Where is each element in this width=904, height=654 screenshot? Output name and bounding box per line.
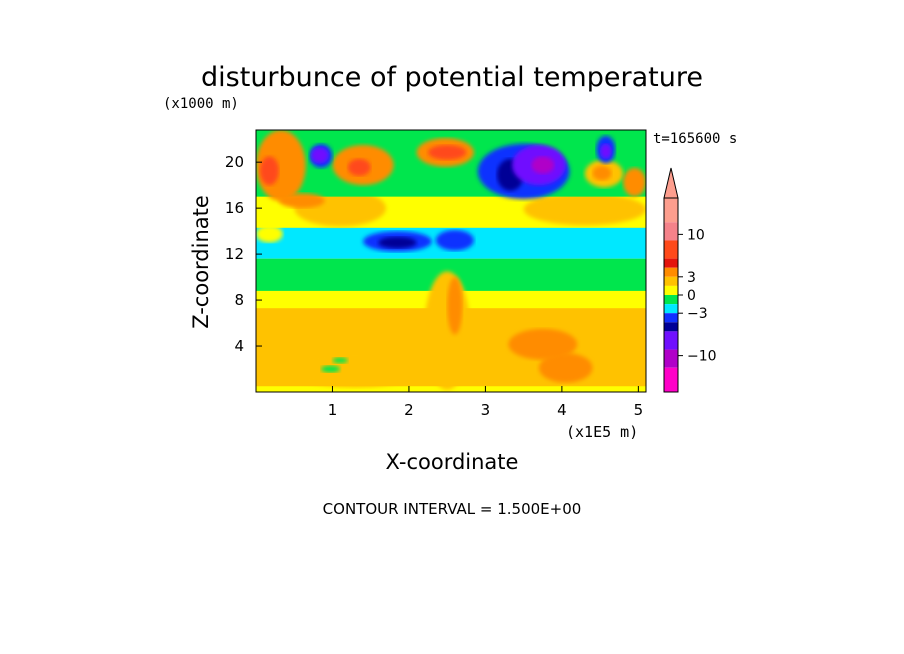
time-label: t=165600 s bbox=[653, 131, 737, 147]
colorbar-label: 0 bbox=[687, 288, 696, 304]
contour-region bbox=[538, 352, 593, 383]
contour-region bbox=[424, 271, 471, 390]
colorbar: 10 3 0 −3 −10 bbox=[663, 167, 717, 393]
colorbar-label: 3 bbox=[687, 270, 696, 286]
contour-region bbox=[447, 277, 463, 335]
colorbar-label: 10 bbox=[687, 227, 705, 243]
contour-interval-label: CONTOUR INTERVAL = 1.500E+00 bbox=[323, 500, 582, 518]
chart-title: disturbunce of potential temperature bbox=[201, 62, 703, 93]
y-tick-label: 20 bbox=[225, 153, 244, 171]
x-multiplier-label: (x1E5 m) bbox=[566, 423, 638, 441]
contour-region bbox=[311, 147, 329, 164]
colorbar-swatch bbox=[664, 198, 678, 223]
x-tick-label: 1 bbox=[328, 401, 338, 419]
colorbar-swatch bbox=[664, 285, 678, 295]
y-tick-label: 8 bbox=[234, 291, 244, 309]
colorbar-arrow bbox=[663, 167, 679, 199]
x-tick-label: 5 bbox=[634, 401, 644, 419]
colorbar-swatch bbox=[664, 349, 678, 368]
colorbar-label: −3 bbox=[687, 306, 708, 322]
contour-region bbox=[523, 193, 646, 226]
contour-region bbox=[508, 328, 578, 360]
x-tick-label: 2 bbox=[404, 401, 414, 419]
plot-frame bbox=[255, 129, 647, 393]
colorbar-swatch bbox=[664, 304, 678, 314]
contour-region bbox=[347, 158, 371, 176]
colorbar-swatch bbox=[664, 331, 678, 350]
colorbar-swatch bbox=[664, 222, 678, 241]
contour-region bbox=[321, 365, 341, 373]
x-tick-label: 4 bbox=[557, 401, 567, 419]
contour-region bbox=[259, 156, 279, 186]
contour-region bbox=[435, 229, 474, 251]
colorbar-swatch bbox=[664, 258, 678, 268]
contour-region bbox=[332, 357, 348, 364]
contour-region bbox=[623, 167, 646, 197]
y-tick-label: 16 bbox=[225, 199, 244, 217]
colorbar-swatch bbox=[664, 276, 678, 286]
x-axis-label: X-coordinate bbox=[386, 450, 519, 474]
colorbar-swatch bbox=[664, 367, 678, 392]
y-tick-label: 4 bbox=[234, 337, 244, 355]
contour-region bbox=[286, 350, 425, 388]
contour-region bbox=[428, 144, 467, 160]
contour-region bbox=[600, 143, 612, 159]
contour-region bbox=[531, 156, 555, 174]
contour-region bbox=[378, 236, 417, 249]
contour-field bbox=[256, 130, 646, 392]
y-tick-label: 12 bbox=[225, 245, 244, 263]
colorbar-swatch bbox=[664, 313, 678, 323]
colorbar-swatch bbox=[664, 240, 678, 259]
colorbar-swatch bbox=[664, 267, 678, 277]
x-tick-label: 3 bbox=[481, 401, 491, 419]
y-axis-ticks: 4 8 12 16 20 bbox=[225, 153, 262, 355]
contour-region bbox=[278, 193, 325, 209]
contour-region bbox=[256, 225, 283, 243]
contour-region bbox=[592, 165, 612, 181]
colorbar-label: −10 bbox=[687, 349, 717, 365]
y-axis-label: Z-coordinate bbox=[189, 195, 213, 329]
x-axis-ticks: 1 2 3 4 5 bbox=[328, 386, 643, 419]
colorbar-swatch bbox=[664, 322, 678, 332]
y-multiplier-label: (x1000 m) bbox=[163, 96, 239, 112]
colorbar-swatch bbox=[664, 295, 678, 305]
